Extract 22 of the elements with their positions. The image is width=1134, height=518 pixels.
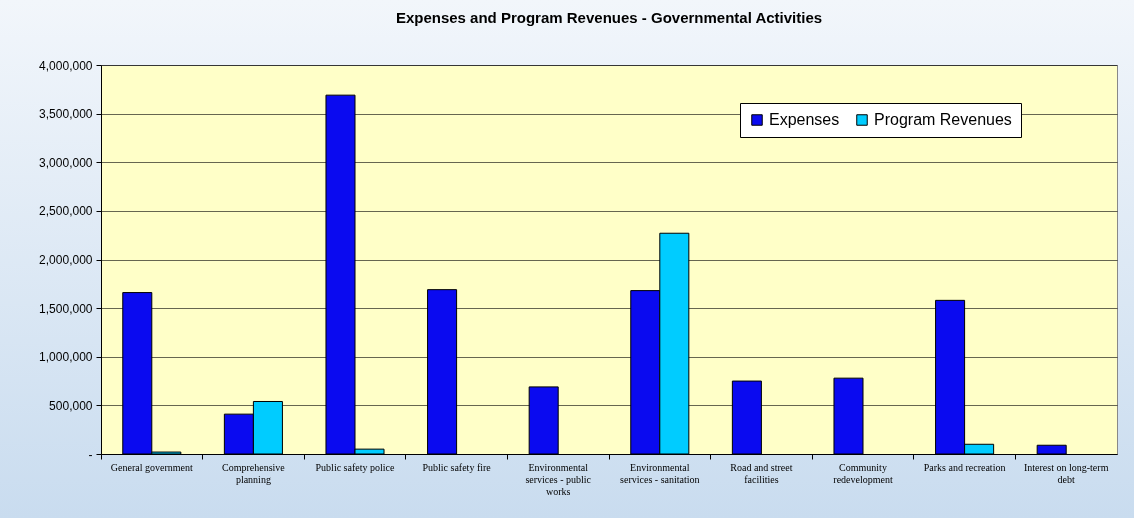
y-tick-label: 500,000 <box>49 398 93 413</box>
y-tick-label: 3,000,000 <box>39 155 93 170</box>
y-tick-label: 4,000,000 <box>39 58 93 73</box>
x-tick-label: Environmental services - public works <box>525 461 592 497</box>
y-tick-label: - <box>88 447 93 462</box>
x-tick-label: Comprehensive planning <box>222 461 286 485</box>
x-tick-label: Environmental services - sanitation <box>620 461 700 485</box>
x-tick-label: General government <box>110 461 193 473</box>
y-tick-label: 3,500,000 <box>39 107 93 122</box>
x-tick-label: Public safety police <box>315 461 395 473</box>
x-tick-label: Community redevelopment <box>833 461 893 485</box>
legend-label: Program Revenues <box>874 111 1012 128</box>
x-tick-label: Public safety fire <box>422 461 492 473</box>
x-tick-label: Parks and recreation <box>923 461 1006 473</box>
x-tick-label: Road and street facilities <box>730 461 793 485</box>
y-tick-label: 2,500,000 <box>39 204 93 219</box>
legend-label: Expenses <box>769 111 840 128</box>
y-tick-label: 2,000,000 <box>39 253 93 267</box>
y-tick-label: 1,500,000 <box>39 301 93 316</box>
x-tick-label: Interest on long-term debt <box>1023 461 1109 485</box>
chart-title: Expenses and Program Revenues - Governmental Activities <box>395 9 823 26</box>
y-tick-label: 1,000,000 <box>39 350 93 365</box>
